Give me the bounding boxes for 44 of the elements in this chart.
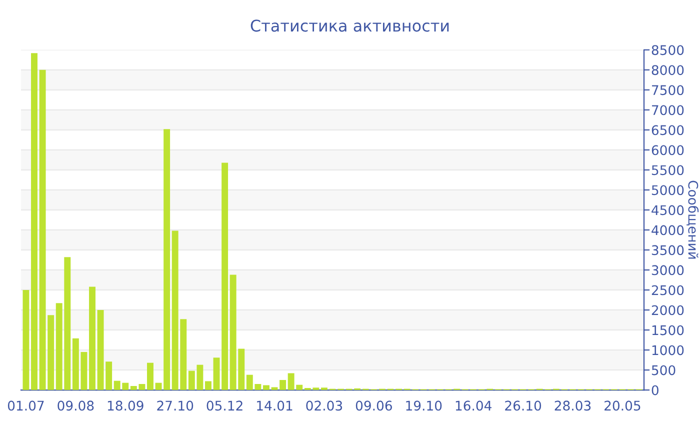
x-tick-label: 05.12 bbox=[206, 400, 242, 411]
y-tick-label: 5000 bbox=[652, 185, 684, 196]
x-tick-label: 27.10 bbox=[157, 400, 194, 411]
x-tick-label: 01.07 bbox=[8, 400, 44, 411]
y-tick-label: 7000 bbox=[652, 105, 684, 116]
y-tick-label: 500 bbox=[652, 365, 676, 376]
y-tick-label: 0 bbox=[652, 385, 658, 396]
y-tick-label: 6000 bbox=[652, 145, 684, 156]
y-tick-label: 3500 bbox=[652, 245, 684, 256]
bar bbox=[271, 387, 278, 390]
x-tick-label: 16.04 bbox=[456, 400, 492, 411]
bar bbox=[147, 362, 154, 390]
y-tick-label: 5500 bbox=[652, 165, 684, 176]
y-tick-label: 2500 bbox=[652, 285, 684, 296]
chart-title: Статистика активности bbox=[250, 20, 449, 32]
bar bbox=[31, 53, 38, 390]
x-tick-label: 14.01 bbox=[257, 400, 292, 411]
y-axis-title: Сообщений bbox=[686, 180, 699, 259]
x-tick-label: 18.09 bbox=[108, 400, 144, 411]
y-tick-label: 1500 bbox=[652, 325, 684, 336]
bar bbox=[280, 380, 286, 390]
x-tick-label: 09.08 bbox=[58, 400, 94, 411]
x-tick-label: 02.03 bbox=[306, 400, 342, 411]
y-tick-label: 6500 bbox=[652, 125, 684, 136]
bar bbox=[320, 388, 328, 390]
bar bbox=[213, 358, 220, 390]
x-tick-label: 28.03 bbox=[554, 400, 591, 411]
y-tick-label: 8500 bbox=[652, 45, 684, 56]
bar bbox=[262, 385, 270, 390]
y-tick-label: 4500 bbox=[652, 205, 684, 216]
y-tick-label: 7500 bbox=[652, 85, 684, 96]
x-tick-label: 09.06 bbox=[356, 400, 392, 411]
y-tick-label: 1000 bbox=[652, 345, 684, 356]
bar bbox=[222, 162, 228, 390]
bar bbox=[89, 286, 96, 390]
x-tick-label: 20.05 bbox=[604, 400, 640, 411]
y-tick-label: 8000 bbox=[652, 65, 684, 76]
x-tick-label: 19.10 bbox=[406, 400, 442, 411]
y-tick-label: 3000 bbox=[652, 265, 684, 276]
x-tick-label: 26.10 bbox=[505, 400, 542, 411]
bar bbox=[205, 381, 212, 390]
y-tick-label: 2000 bbox=[652, 305, 684, 316]
y-tick-label: 4000 bbox=[652, 225, 684, 236]
bar bbox=[22, 290, 30, 390]
